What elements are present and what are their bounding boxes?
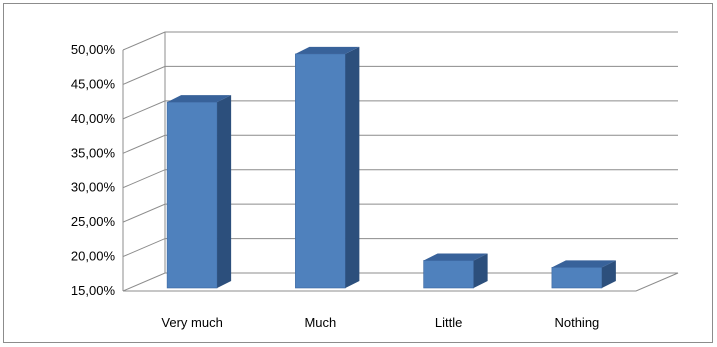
y-tick-label: 25,00% — [71, 214, 116, 229]
x-category-label: Little — [435, 315, 462, 330]
bar — [423, 253, 488, 289]
bar-front — [423, 260, 474, 289]
bar-top — [423, 253, 488, 261]
bar-side — [473, 253, 488, 288]
gridline — [122, 31, 678, 51]
bars — [166, 46, 616, 289]
x-category-label: Nothing — [554, 315, 599, 330]
y-tick-label: 40,00% — [71, 111, 116, 126]
bar — [551, 260, 616, 289]
y-tick-label: 35,00% — [71, 145, 116, 160]
bar — [295, 46, 360, 289]
y-tick-label: 50,00% — [71, 42, 116, 57]
x-category-label: Very much — [161, 315, 222, 330]
gridlines — [122, 31, 679, 292]
bar-top — [167, 95, 232, 103]
bar-side — [601, 260, 616, 288]
bar-side — [345, 46, 360, 289]
x-axis-category-labels: Very much Much Little Nothing — [161, 315, 599, 330]
bar-front — [295, 53, 346, 289]
y-tick-label: 45,00% — [71, 76, 116, 91]
bar-top — [295, 46, 360, 54]
gridline — [122, 65, 678, 85]
y-tick-label: 15,00% — [71, 283, 116, 298]
bar-side — [217, 95, 232, 288]
bar — [166, 95, 232, 289]
bar-front — [166, 101, 218, 289]
floor-gridline — [122, 272, 679, 292]
y-tick-label: 20,00% — [71, 249, 116, 264]
x-category-label: Much — [304, 315, 336, 330]
y-tick-label: 30,00% — [71, 180, 116, 195]
y-axis-tick-labels: 15,00% 20,00% 25,00% 30,00% 35,00% 40,00… — [71, 42, 116, 298]
bar-top — [551, 260, 616, 268]
bar-front — [551, 267, 603, 289]
